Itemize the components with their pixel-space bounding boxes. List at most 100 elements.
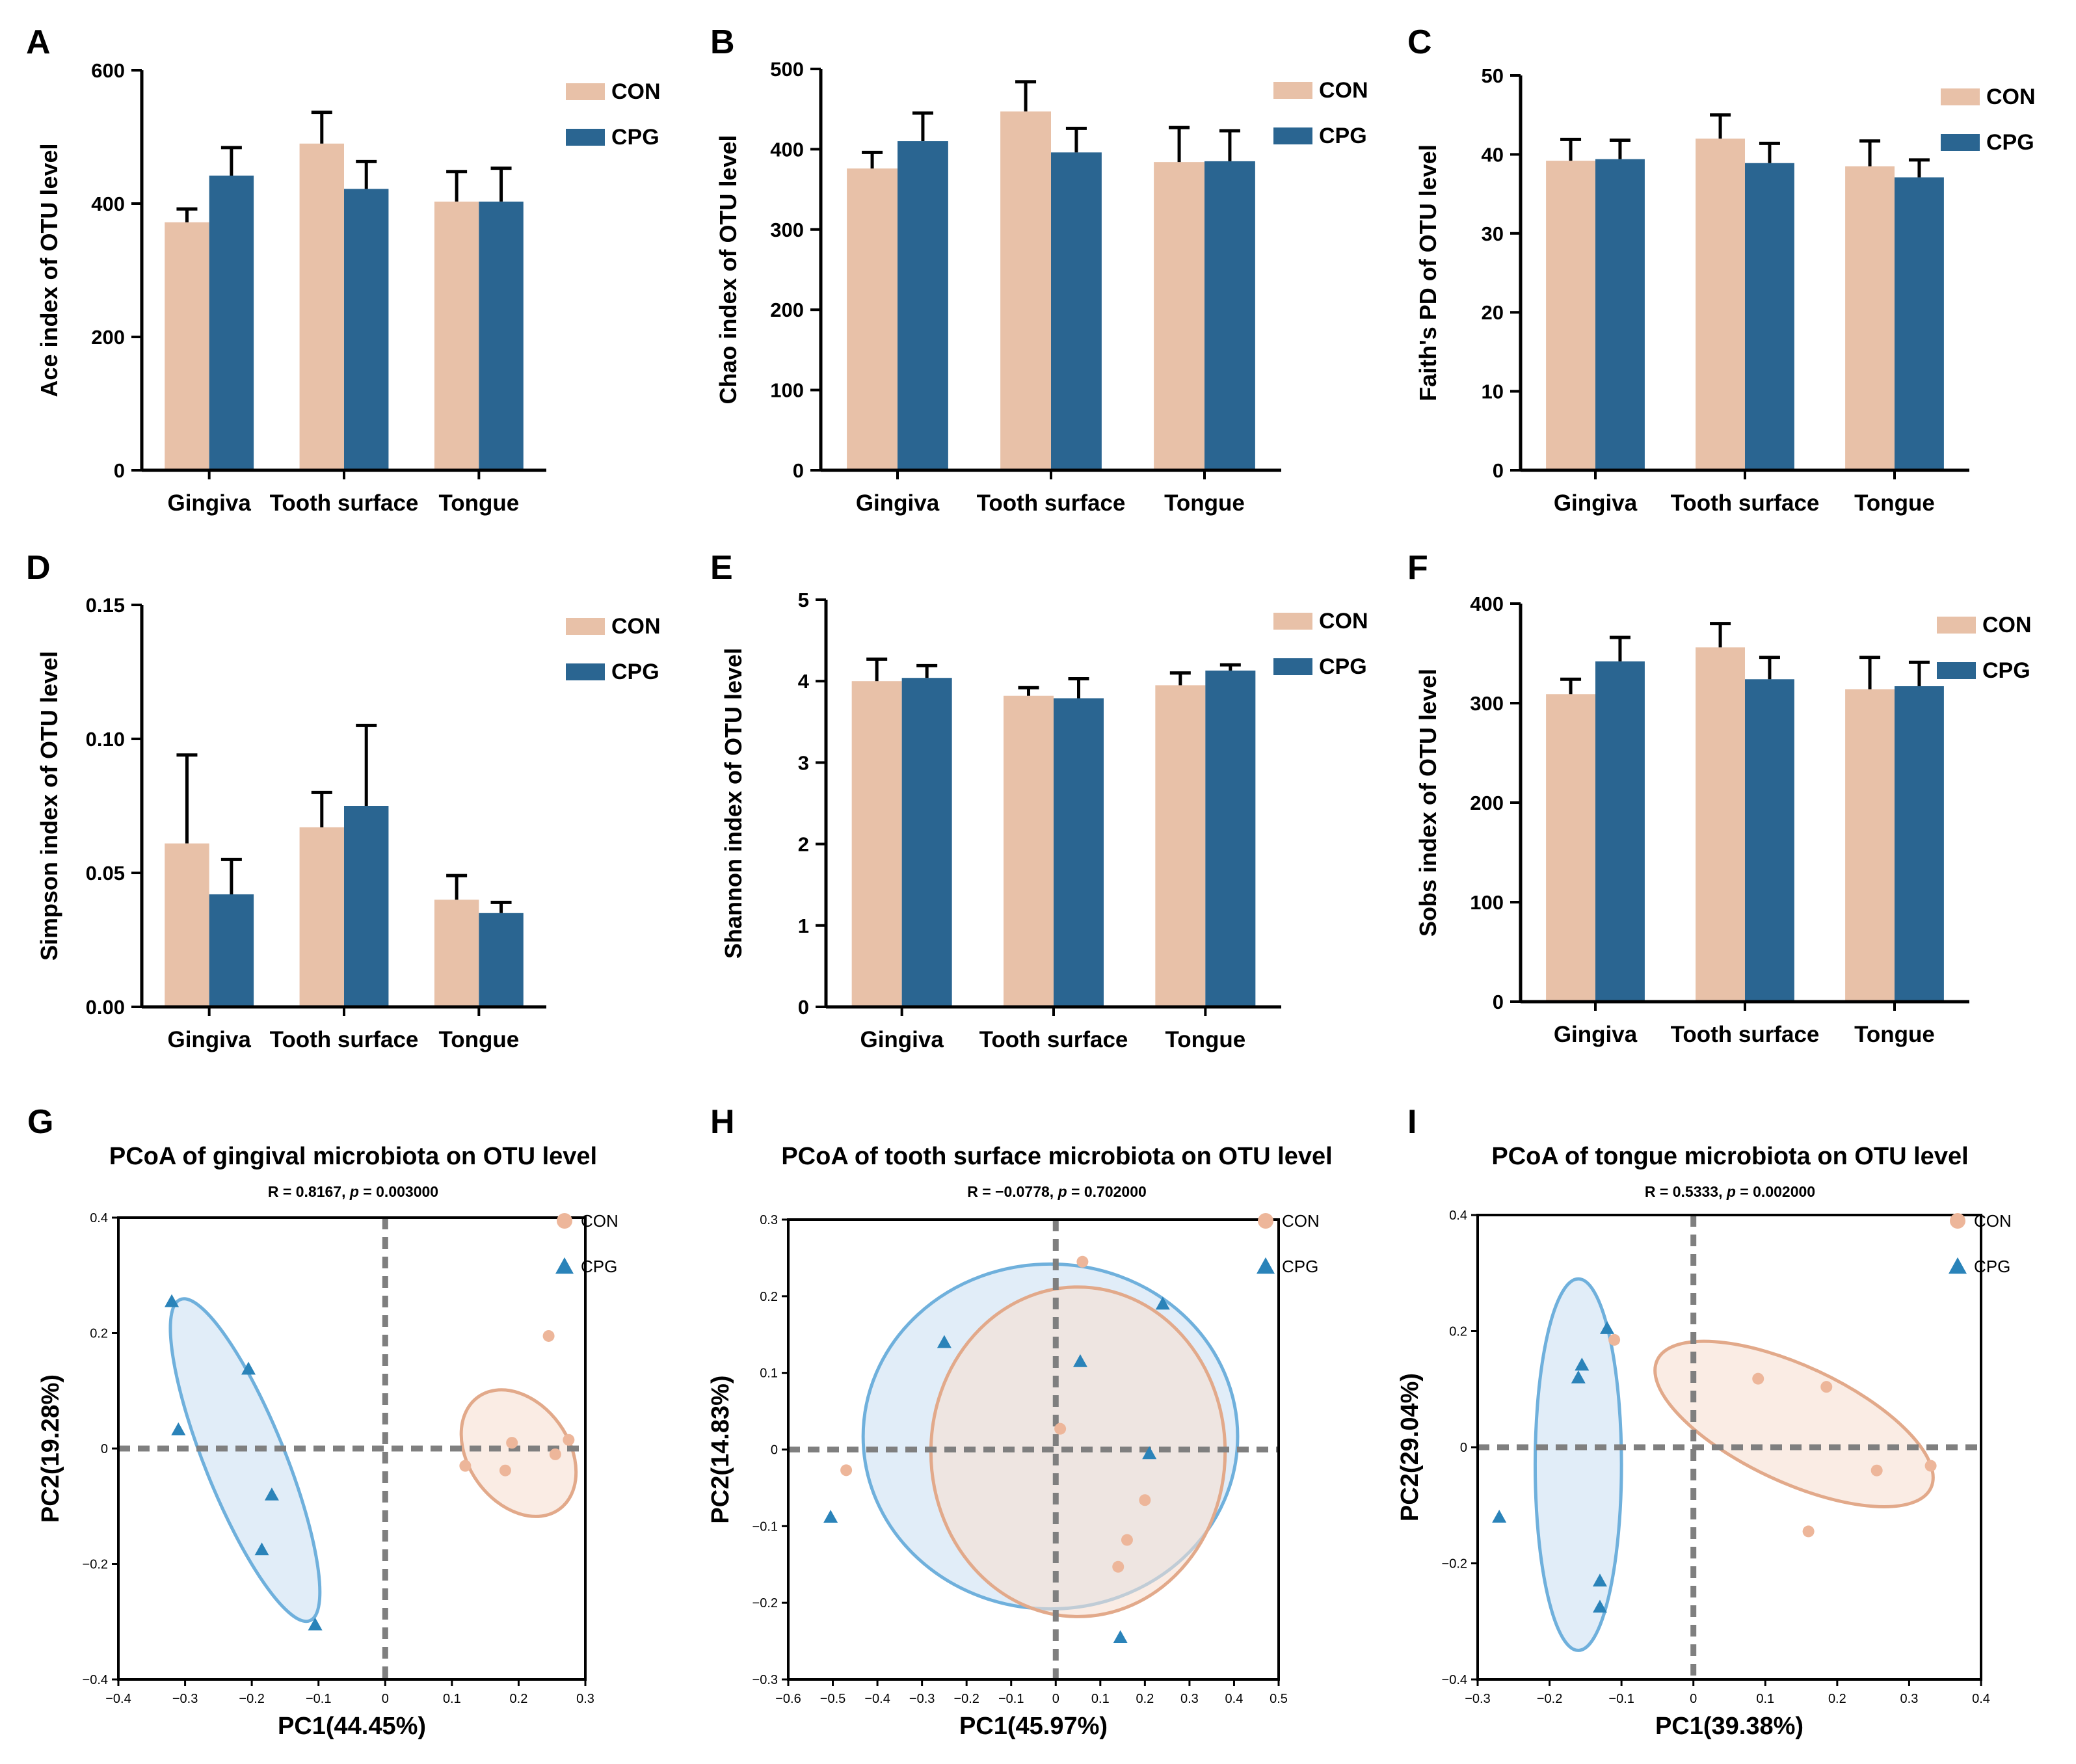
legend-marker-con (1950, 1213, 1965, 1229)
y-tick-label: −0.2 (752, 1596, 778, 1610)
x-tick-label: 0 (1052, 1692, 1059, 1706)
x-tick-label: Gingiva (860, 1027, 944, 1052)
x-tick-label: Gingiva (167, 490, 251, 516)
x-tick-label: 0.1 (1091, 1692, 1110, 1706)
bar-cpg (344, 189, 389, 470)
y-tick-label: −0.4 (1442, 1673, 1467, 1687)
legend-label-con: CON (1986, 85, 2036, 109)
confidence-ellipse-cpg (168, 1297, 322, 1624)
panel-f: F Gingiva Tooth surface Tongue 0 100 200 300 400… (1407, 549, 2032, 1047)
legend-label-cpg: CPG (611, 660, 659, 684)
confidence-ellipse-con (1653, 1339, 1935, 1508)
x-tick-label: 0.4 (1225, 1692, 1244, 1706)
x-tick-label: −0.5 (820, 1692, 845, 1706)
bar-cpg (1595, 159, 1645, 470)
legend-marker-con (557, 1213, 572, 1229)
bar-con (1845, 166, 1895, 471)
panel-letter: H (710, 1103, 735, 1141)
subtitle-p: p (349, 1183, 359, 1200)
bar-cpg (1051, 152, 1102, 470)
point-cpg (1571, 1370, 1586, 1383)
y-tick-label: −0.1 (752, 1519, 778, 1534)
y-tick-label: 0 (101, 1442, 108, 1456)
subtitle-p: p (1058, 1183, 1067, 1200)
x-tick-label: Tooth surface (270, 1027, 419, 1052)
x-tick-label: −0.2 (953, 1692, 979, 1706)
legend-label-cpg: CPG (1974, 1257, 2010, 1276)
bar-con (434, 201, 479, 470)
point-con (459, 1460, 472, 1472)
x-tick-label: Gingiva (856, 490, 940, 516)
legend-swatch-con (1273, 82, 1312, 99)
x-tick-label: 0.2 (1828, 1692, 1846, 1706)
legend-marker-cpg (1949, 1257, 1967, 1274)
y-tick-label: 0.00 (86, 996, 125, 1019)
bar-con (434, 900, 479, 1007)
x-tick-label: 0 (1690, 1692, 1697, 1706)
legend-swatch-con (1937, 617, 1976, 634)
y-tick-label: 200 (91, 326, 125, 349)
panel-letter: I (1407, 1103, 1417, 1141)
y-tick-label: 30 (1482, 222, 1504, 245)
legend-swatch-cpg (1273, 127, 1312, 144)
point-con (563, 1434, 575, 1446)
y-tick-label: 400 (91, 193, 125, 215)
y-tick-label: 0.2 (90, 1327, 108, 1341)
y-tick-label: −0.3 (752, 1673, 778, 1687)
x-tick-label: −0.2 (1537, 1692, 1562, 1706)
bar-cpg (1205, 670, 1256, 1007)
y-tick-label: 0.15 (86, 594, 125, 617)
chart-subtitle: R = −0.0778, p = 0.702000 (967, 1183, 1147, 1200)
x-axis-label: PC1(44.45%) (278, 1713, 426, 1740)
panel-letter: E (710, 549, 733, 587)
x-tick-label: −0.3 (1465, 1692, 1490, 1706)
y-tick-label: 400 (770, 138, 804, 161)
legend-label-con: CON (611, 79, 661, 104)
point-cpg (165, 1294, 180, 1307)
panel-c: C Gingiva Tooth surface Tongue 0 10 20 30 40 50 Fa… (1407, 23, 2036, 516)
bar-con (1546, 161, 1595, 470)
chart-subtitle: R = 0.8167, p = 0.003000 (268, 1183, 438, 1200)
legend-label-con: CON (581, 1211, 619, 1231)
subtitle-value: = 0.002000 (1736, 1183, 1815, 1200)
x-tick-label: −0.1 (1608, 1692, 1634, 1706)
point-con (1820, 1381, 1833, 1393)
y-axis-label: Shannon index of OTU level (720, 648, 747, 959)
y-tick-label: 3 (798, 751, 809, 774)
legend-swatch-cpg (1941, 134, 1980, 151)
point-cpg (937, 1335, 952, 1348)
y-tick-label: 0.4 (90, 1211, 108, 1225)
chart-title: PCoA of gingival microbiota on OTU level (109, 1143, 597, 1170)
y-axis-label: Chao index of OTU level (715, 135, 741, 404)
point-con (1076, 1255, 1089, 1268)
legend-label-con: CON (1319, 78, 1368, 103)
x-axis-label: PC1(45.97%) (959, 1713, 1108, 1740)
y-tick-label: 300 (1470, 692, 1504, 715)
x-tick-label: Tooth surface (1671, 1022, 1820, 1047)
y-tick-label: 500 (770, 58, 804, 81)
point-con (506, 1437, 518, 1449)
x-tick-label: 0.3 (576, 1692, 594, 1706)
x-tick-label: −0.4 (105, 1692, 131, 1706)
x-tick-label: 0.5 (1270, 1692, 1288, 1706)
subtitle-p: p (1726, 1183, 1736, 1200)
y-tick-label: 0 (114, 459, 125, 482)
x-tick-label: Tooth surface (270, 490, 419, 516)
y-tick-label: 0.10 (86, 728, 125, 751)
legend-swatch-cpg (566, 129, 605, 146)
bar-con (1696, 647, 1745, 1002)
bar-cpg (1204, 161, 1255, 470)
y-tick-label: 0.4 (1449, 1209, 1467, 1223)
panel-e: E Gingiva Tooth surface Tongue 0 1 2 3 4 5 Shannon… (710, 549, 1368, 1052)
legend-label-cpg: CPG (581, 1257, 617, 1276)
point-cpg (254, 1542, 269, 1556)
x-tick-label: Gingiva (167, 1027, 251, 1052)
y-tick-label: 5 (798, 589, 809, 611)
legend-label-con: CON (611, 614, 661, 639)
panel-letter: F (1407, 549, 1428, 587)
x-tick-label: 0.3 (1180, 1692, 1199, 1706)
legend-label-cpg: CPG (1282, 1257, 1318, 1276)
bar-cpg (1745, 679, 1794, 1002)
panel-d: D Gingiva Tooth surface Tongue 0.00 0.05 0.10 0… (26, 549, 661, 1052)
